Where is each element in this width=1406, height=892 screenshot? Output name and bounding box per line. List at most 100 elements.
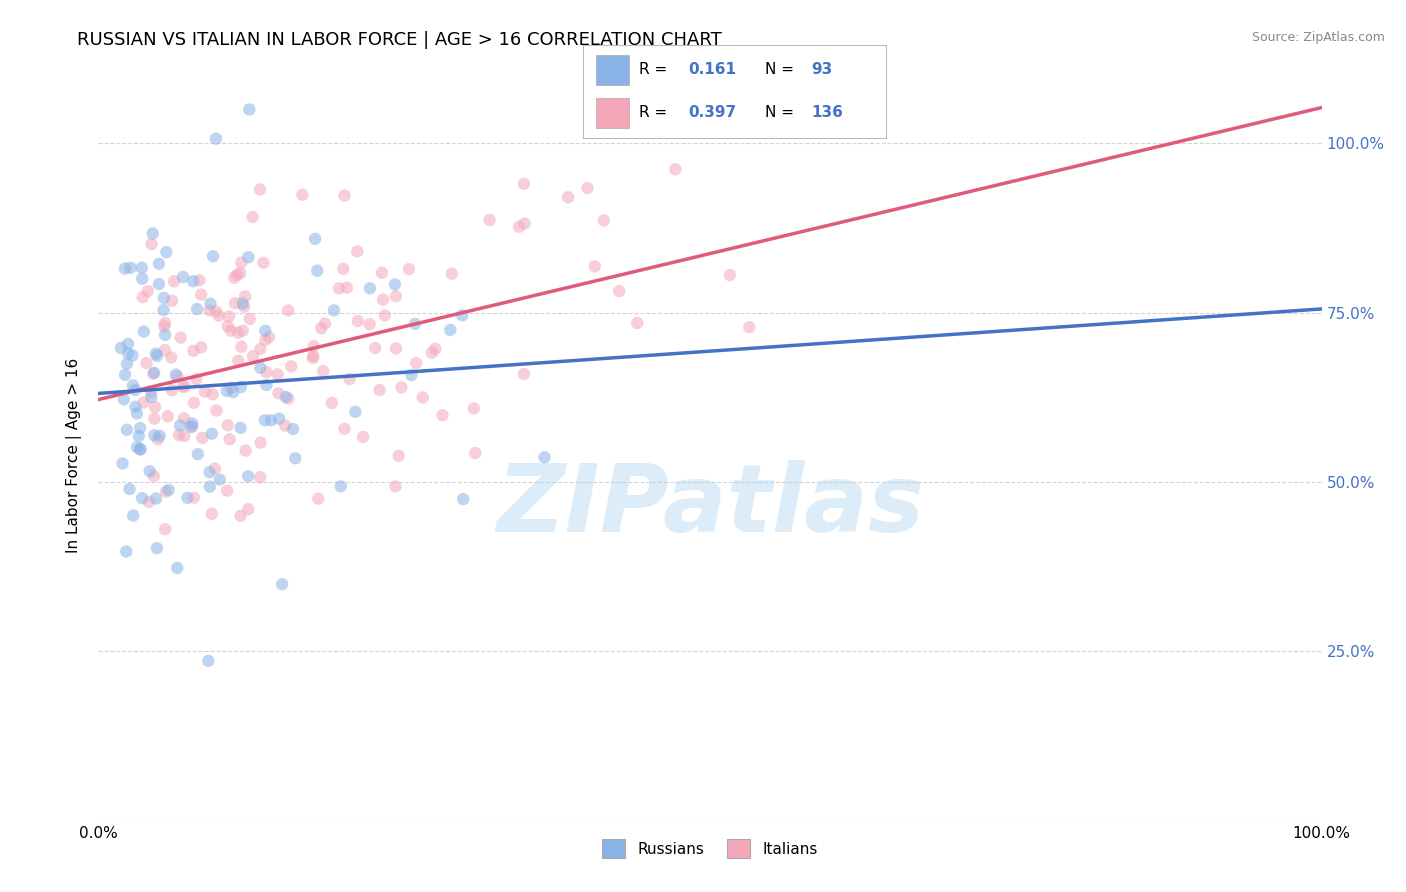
Point — [143, 411, 166, 425]
Point — [181, 417, 204, 431]
Point — [181, 419, 204, 434]
Point — [260, 413, 283, 427]
Point — [155, 484, 177, 499]
Point — [145, 347, 167, 361]
Point — [183, 396, 205, 410]
Point — [583, 260, 606, 274]
Point — [388, 449, 411, 463]
Point — [323, 303, 346, 318]
Text: 0.397: 0.397 — [688, 105, 735, 120]
Point — [155, 245, 177, 260]
Point — [115, 423, 138, 437]
Point — [238, 103, 260, 117]
Point — [205, 131, 228, 145]
Point — [513, 177, 536, 191]
Point — [321, 396, 343, 410]
Point — [302, 339, 325, 353]
Point — [141, 237, 163, 252]
Point — [226, 268, 249, 282]
Point — [291, 187, 314, 202]
Point — [339, 372, 361, 386]
Point — [239, 311, 262, 326]
Point — [149, 429, 172, 443]
Point — [112, 392, 135, 407]
Point — [146, 541, 169, 556]
Point — [111, 457, 134, 471]
Point — [145, 491, 167, 506]
Point — [440, 267, 463, 281]
Point — [217, 319, 239, 334]
Point — [197, 654, 219, 668]
Point — [274, 390, 297, 404]
Point — [122, 508, 145, 523]
Point — [508, 219, 530, 234]
Point — [284, 451, 307, 466]
Point — [277, 303, 299, 318]
Point — [142, 227, 165, 241]
Point — [142, 469, 165, 483]
Point — [160, 351, 183, 365]
Point — [208, 473, 231, 487]
Point — [344, 405, 367, 419]
Point — [153, 343, 176, 358]
Text: R =: R = — [640, 62, 672, 78]
Point — [153, 291, 176, 305]
Point — [186, 301, 208, 316]
Point — [172, 380, 194, 394]
Point — [329, 479, 352, 493]
Point — [186, 372, 208, 386]
Point — [201, 507, 224, 521]
Point — [153, 327, 176, 342]
Point — [420, 345, 443, 359]
Point — [163, 274, 186, 288]
Point — [201, 387, 224, 401]
Point — [249, 435, 271, 450]
Point — [201, 426, 224, 441]
Point — [169, 418, 191, 433]
Point — [385, 289, 408, 303]
Point — [277, 392, 299, 406]
Point — [664, 162, 686, 177]
Point — [352, 430, 374, 444]
Point — [160, 293, 183, 308]
Point — [187, 447, 209, 461]
Point — [146, 433, 169, 447]
Point — [166, 561, 188, 575]
Point — [280, 359, 302, 374]
Point — [124, 383, 146, 397]
Point — [131, 271, 153, 285]
Point — [160, 383, 183, 397]
Point — [122, 378, 145, 392]
Point — [143, 400, 166, 414]
Point — [174, 379, 197, 393]
Point — [121, 348, 143, 362]
Point — [198, 480, 221, 494]
Point — [115, 544, 138, 558]
Point — [576, 181, 599, 195]
FancyBboxPatch shape — [596, 98, 628, 128]
Point — [432, 409, 454, 423]
Point — [117, 337, 139, 351]
Point — [191, 431, 214, 445]
Point — [232, 324, 254, 338]
Text: N =: N = — [765, 105, 799, 120]
Point — [218, 310, 240, 324]
Text: 0.161: 0.161 — [688, 62, 735, 78]
Point — [368, 383, 391, 397]
Point — [129, 442, 152, 457]
Point — [333, 188, 356, 202]
Point — [153, 522, 176, 536]
Point — [218, 432, 240, 446]
Point — [219, 381, 242, 395]
Point — [404, 317, 426, 331]
Point — [718, 268, 741, 282]
Point — [153, 319, 176, 334]
Point — [152, 303, 174, 318]
Point — [136, 284, 159, 298]
Point — [384, 479, 406, 493]
Point — [253, 413, 276, 427]
Point — [120, 260, 142, 275]
Point — [453, 492, 475, 507]
Point — [202, 249, 225, 263]
Point — [229, 266, 252, 280]
